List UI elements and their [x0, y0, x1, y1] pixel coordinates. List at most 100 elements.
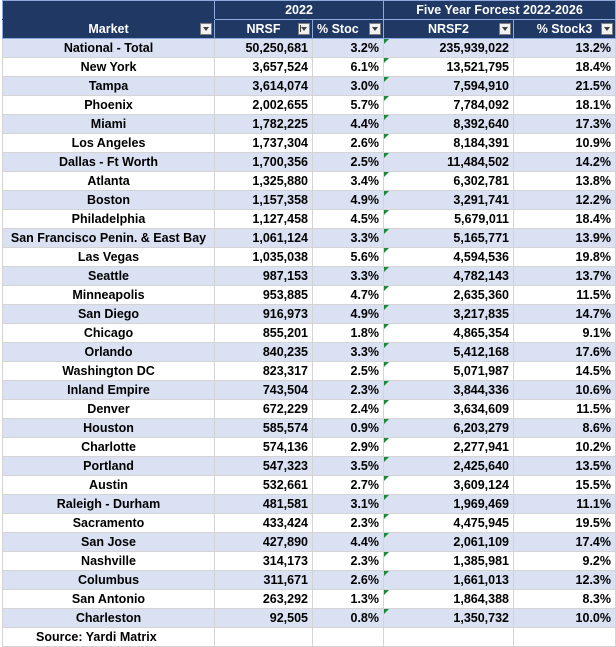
market-cell[interactable]: Portland	[2, 456, 215, 476]
column-header-stock3[interactable]: % Stock3	[513, 19, 616, 39]
nrsf-cell[interactable]: 1,035,038	[214, 247, 313, 267]
stock-cell[interactable]: 4.5%	[312, 209, 384, 229]
stock3-cell[interactable]: 12.3%	[513, 570, 616, 590]
filter-dropdown-icon[interactable]	[499, 23, 511, 35]
stock3-cell[interactable]: 17.6%	[513, 342, 616, 362]
nrsf2-cell[interactable]: 4,782,143	[383, 266, 514, 286]
market-cell[interactable]: National - Total	[2, 38, 215, 58]
stock3-cell[interactable]: 12.2%	[513, 190, 616, 210]
nrsf2-cell[interactable]: 2,277,941	[383, 437, 514, 457]
stock3-cell[interactable]: 10.9%	[513, 133, 616, 153]
market-cell[interactable]: San Francisco Penin. & East Bay	[2, 228, 215, 248]
stock-cell[interactable]: 3.5%	[312, 456, 384, 476]
stock3-cell[interactable]: 13.7%	[513, 266, 616, 286]
nrsf2-cell[interactable]: 1,385,981	[383, 551, 514, 571]
nrsf-cell[interactable]: 311,671	[214, 570, 313, 590]
stock3-cell[interactable]: 10.0%	[513, 608, 616, 628]
stock3-cell[interactable]: 9.1%	[513, 323, 616, 343]
nrsf2-cell[interactable]: 2,061,109	[383, 532, 514, 552]
filter-dropdown-icon[interactable]	[369, 23, 381, 35]
stock3-cell[interactable]: 14.5%	[513, 361, 616, 381]
stock3-cell[interactable]: 13.2%	[513, 38, 616, 58]
market-cell[interactable]: Tampa	[2, 76, 215, 96]
stock3-cell[interactable]: 18.4%	[513, 57, 616, 77]
market-cell[interactable]: Los Angeles	[2, 133, 215, 153]
nrsf2-cell[interactable]: 7,594,910	[383, 76, 514, 96]
nrsf-cell[interactable]: 314,173	[214, 551, 313, 571]
nrsf2-cell[interactable]: 5,165,771	[383, 228, 514, 248]
stock-cell[interactable]: 2.3%	[312, 551, 384, 571]
stock-cell[interactable]: 3.3%	[312, 228, 384, 248]
nrsf-cell[interactable]: 1,737,304	[214, 133, 313, 153]
nrsf2-cell[interactable]: 6,203,279	[383, 418, 514, 438]
nrsf-cell[interactable]: 547,323	[214, 456, 313, 476]
market-cell[interactable]: Miami	[2, 114, 215, 134]
market-cell[interactable]: Philadelphia	[2, 209, 215, 229]
market-cell[interactable]: Minneapolis	[2, 285, 215, 305]
nrsf-cell[interactable]: 3,657,524	[214, 57, 313, 77]
nrsf-cell[interactable]: 855,201	[214, 323, 313, 343]
column-header-market[interactable]: Market	[2, 19, 215, 39]
empty-cell[interactable]	[312, 627, 384, 647]
market-cell[interactable]: Inland Empire	[2, 380, 215, 400]
nrsf2-cell[interactable]: 235,939,022	[383, 38, 514, 58]
nrsf2-cell[interactable]: 2,425,640	[383, 456, 514, 476]
stock-cell[interactable]: 2.7%	[312, 475, 384, 495]
nrsf2-cell[interactable]: 6,302,781	[383, 171, 514, 191]
nrsf-cell[interactable]: 823,317	[214, 361, 313, 381]
nrsf-cell[interactable]: 840,235	[214, 342, 313, 362]
nrsf-cell[interactable]: 574,136	[214, 437, 313, 457]
stock3-cell[interactable]: 8.6%	[513, 418, 616, 438]
stock-cell[interactable]: 4.9%	[312, 190, 384, 210]
market-cell[interactable]: San Antonio	[2, 589, 215, 609]
stock-cell[interactable]: 1.8%	[312, 323, 384, 343]
nrsf2-cell[interactable]: 8,184,391	[383, 133, 514, 153]
stock3-cell[interactable]: 8.3%	[513, 589, 616, 609]
stock-cell[interactable]: 2.5%	[312, 361, 384, 381]
stock3-cell[interactable]: 11.1%	[513, 494, 616, 514]
sort-descending-filter-icon[interactable]	[298, 23, 310, 35]
stock3-cell[interactable]: 14.7%	[513, 304, 616, 324]
nrsf-cell[interactable]: 50,250,681	[214, 38, 313, 58]
stock-cell[interactable]: 2.3%	[312, 380, 384, 400]
stock-cell[interactable]: 4.9%	[312, 304, 384, 324]
market-cell[interactable]: Raleigh - Durham	[2, 494, 215, 514]
market-cell[interactable]: Washington DC	[2, 361, 215, 381]
market-cell[interactable]: Las Vegas	[2, 247, 215, 267]
nrsf-cell[interactable]: 1,127,458	[214, 209, 313, 229]
column-header-nrsf[interactable]: NRSF	[214, 19, 313, 39]
stock3-cell[interactable]: 11.5%	[513, 285, 616, 305]
market-cell[interactable]: Houston	[2, 418, 215, 438]
market-cell[interactable]: Denver	[2, 399, 215, 419]
nrsf2-cell[interactable]: 3,634,609	[383, 399, 514, 419]
nrsf2-cell[interactable]: 13,521,795	[383, 57, 514, 77]
stock-cell[interactable]: 0.8%	[312, 608, 384, 628]
nrsf2-cell[interactable]: 5,071,987	[383, 361, 514, 381]
nrsf-cell[interactable]: 1,700,356	[214, 152, 313, 172]
filter-dropdown-icon[interactable]	[200, 23, 212, 35]
nrsf2-cell[interactable]: 3,291,741	[383, 190, 514, 210]
nrsf-cell[interactable]: 953,885	[214, 285, 313, 305]
stock-cell[interactable]: 3.3%	[312, 342, 384, 362]
stock3-cell[interactable]: 17.4%	[513, 532, 616, 552]
nrsf2-cell[interactable]: 4,475,945	[383, 513, 514, 533]
market-cell[interactable]: New York	[2, 57, 215, 77]
nrsf-cell[interactable]: 585,574	[214, 418, 313, 438]
nrsf2-cell[interactable]: 11,484,502	[383, 152, 514, 172]
nrsf-cell[interactable]: 92,505	[214, 608, 313, 628]
empty-cell[interactable]	[214, 627, 313, 647]
stock3-cell[interactable]: 21.5%	[513, 76, 616, 96]
nrsf2-cell[interactable]: 2,635,360	[383, 285, 514, 305]
stock3-cell[interactable]: 10.2%	[513, 437, 616, 457]
nrsf2-cell[interactable]: 5,679,011	[383, 209, 514, 229]
nrsf2-cell[interactable]: 5,412,168	[383, 342, 514, 362]
stock3-cell[interactable]: 18.4%	[513, 209, 616, 229]
market-cell[interactable]: Sacramento	[2, 513, 215, 533]
nrsf-cell[interactable]: 1,782,225	[214, 114, 313, 134]
stock3-cell[interactable]: 14.2%	[513, 152, 616, 172]
stock-cell[interactable]: 0.9%	[312, 418, 384, 438]
empty-cell[interactable]	[513, 627, 616, 647]
market-cell[interactable]: San Jose	[2, 532, 215, 552]
nrsf2-cell[interactable]: 8,392,640	[383, 114, 514, 134]
market-cell[interactable]: Charleston	[2, 608, 215, 628]
